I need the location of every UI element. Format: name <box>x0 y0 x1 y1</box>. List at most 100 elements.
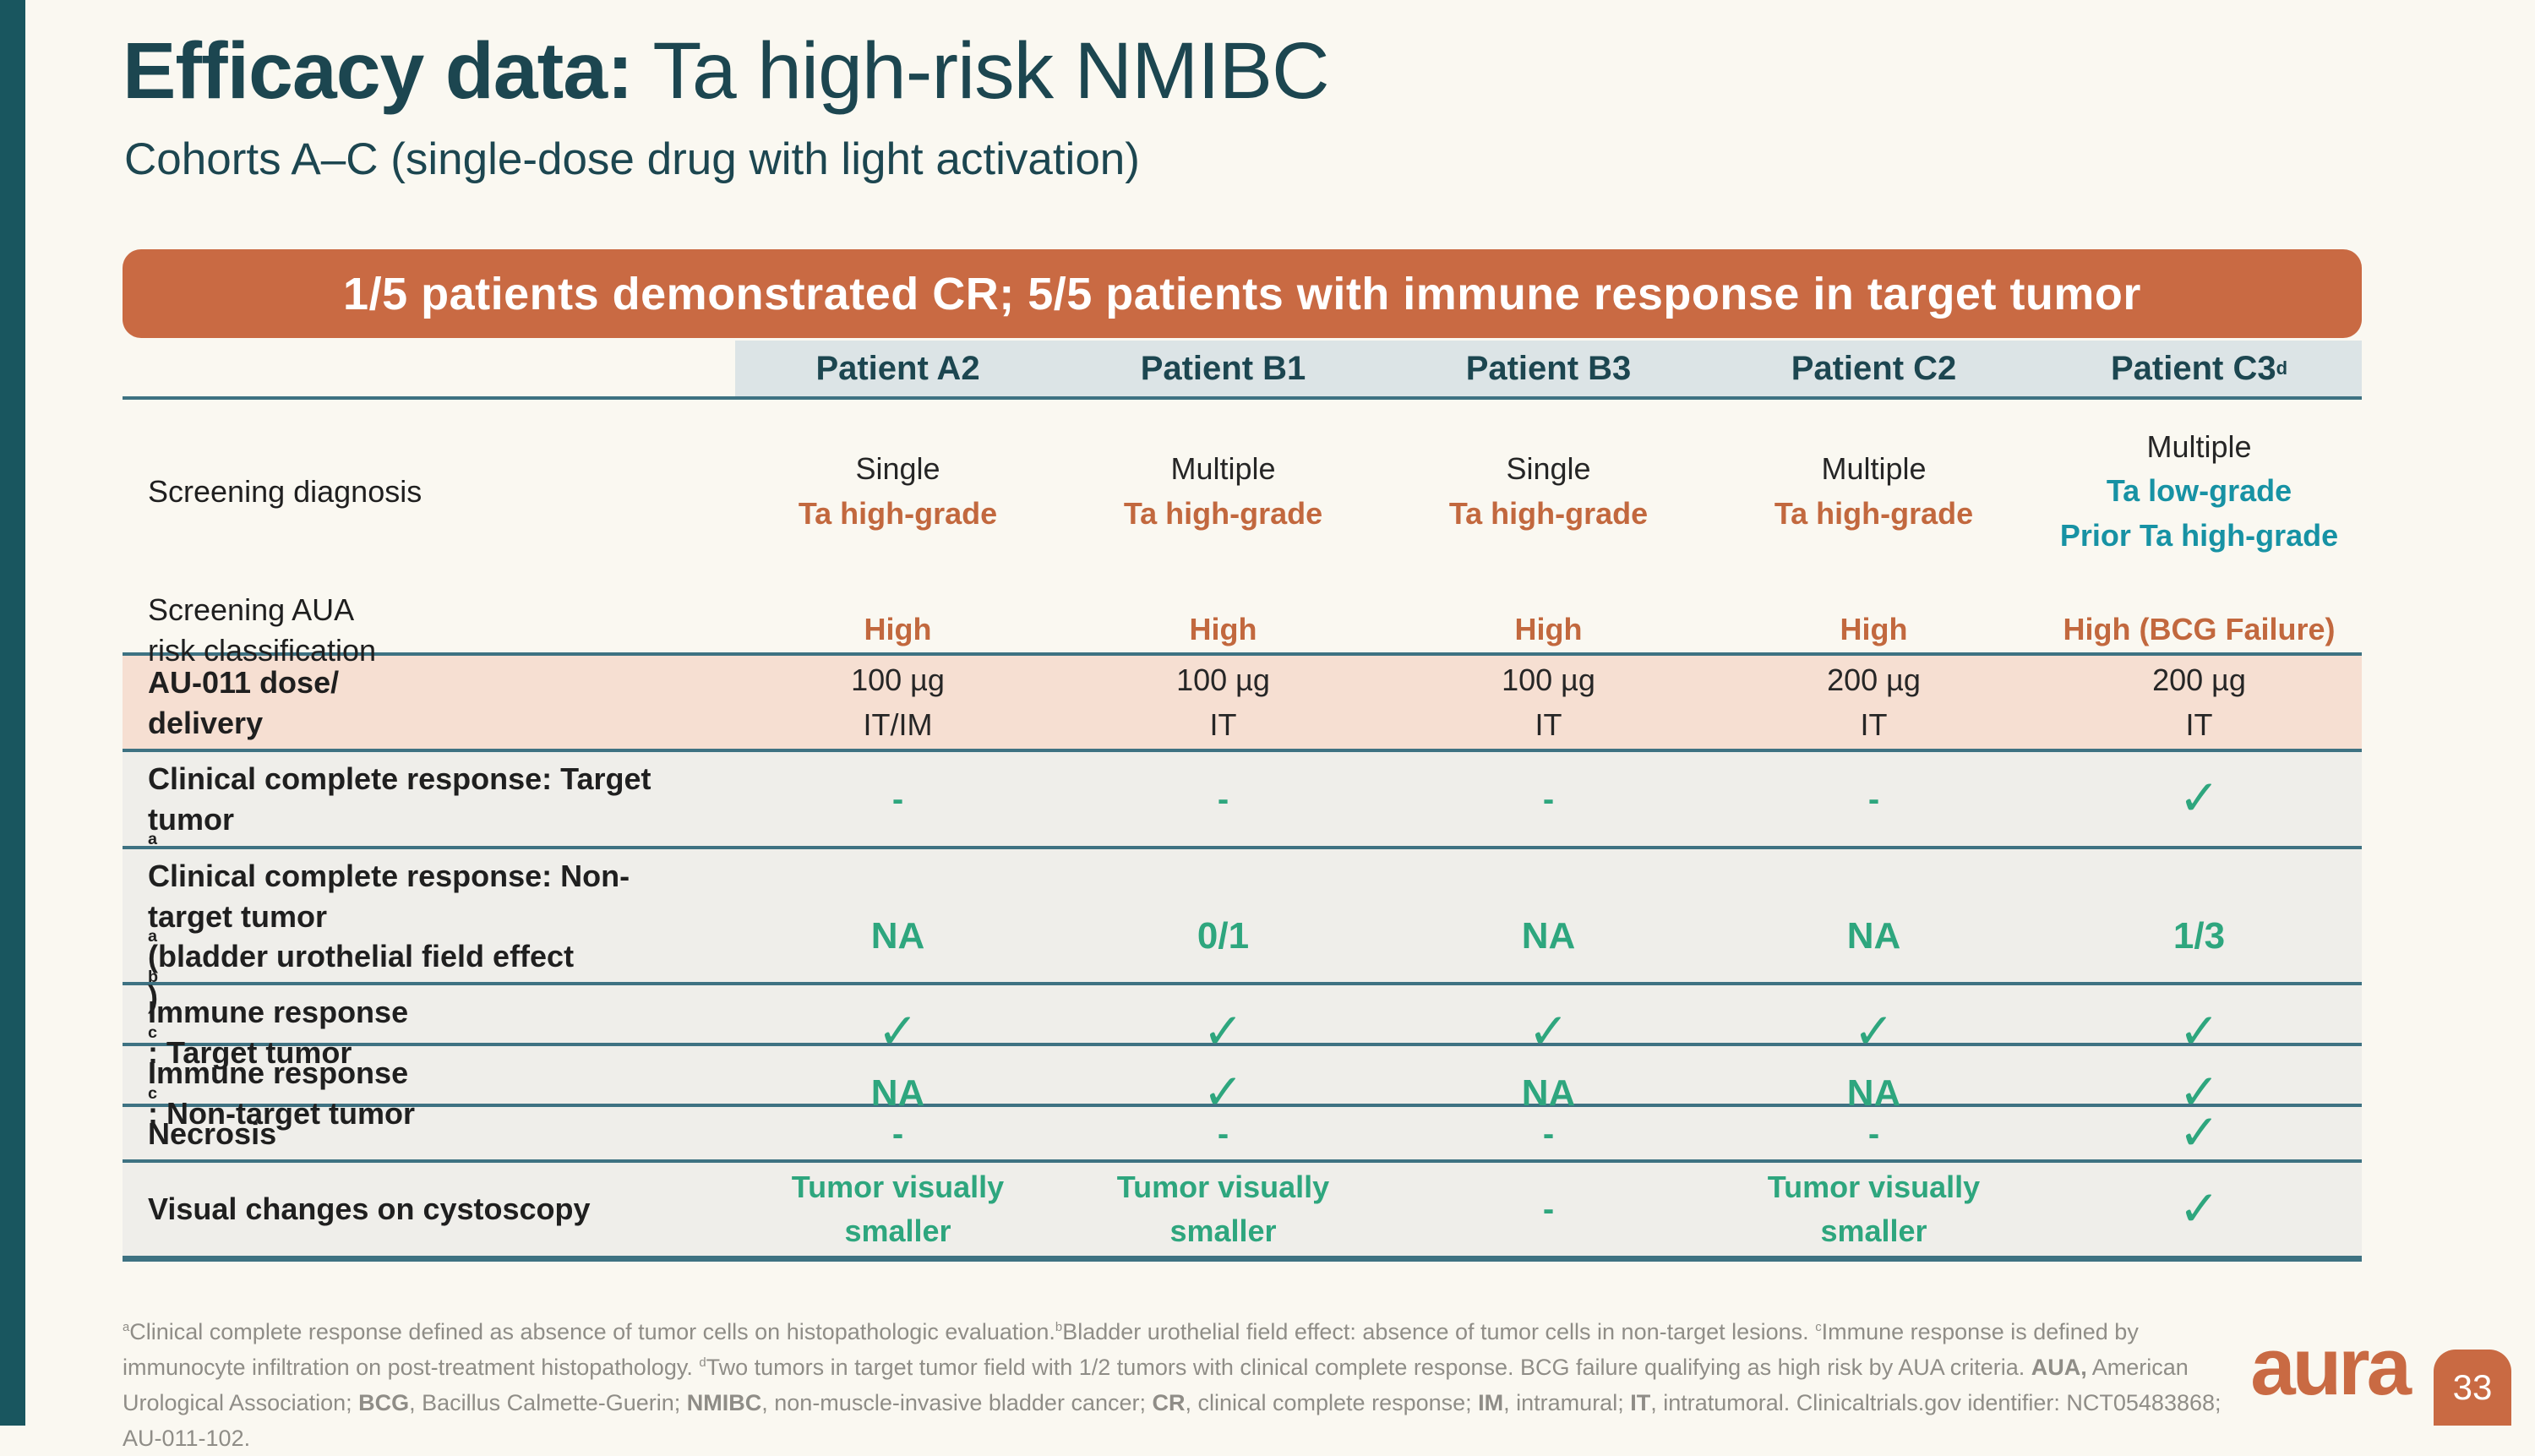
cell-line: NA <box>1846 1072 1901 1114</box>
key-result-banner: 1/5 patients demonstrated CR; 5/5 patien… <box>123 249 2362 338</box>
table-cell: High (BCG Failure) <box>2036 583 2362 677</box>
checkmark-icon: ✓ <box>2178 1065 2220 1121</box>
footnote-segment: , non-muscle-invasive bladder cancer; <box>761 1389 1153 1415</box>
table-row-5: Clinical complete response: Non-target t… <box>123 849 2362 1014</box>
row-label: Immune response c: Target tumor <box>148 995 409 1070</box>
cell-line: Prior Ta high-grade <box>2059 517 2339 553</box>
table-corner-cell <box>123 341 735 396</box>
row-label: AU-011 dose/delivery <box>148 665 340 740</box>
table-cell: NA <box>1711 849 2036 1023</box>
cell-line: IT <box>1535 706 1562 742</box>
table-cell-checkmark-icon: ✓ <box>1060 985 1386 1079</box>
checkmark-icon: ✓ <box>2178 1181 2220 1236</box>
table-cell: 200 µg IT <box>2036 656 2362 750</box>
table-row-6: Immune response c: Target tumor ✓ ✓ ✓ ✓ ✓ <box>123 985 2362 1070</box>
table-row-3: AU-011 dose/delivery 100 µg IT/IM 100 µg IT 1… <box>123 652 2362 752</box>
page-title-rest: Ta high-risk NMIBC <box>632 26 1329 116</box>
cell-line: - <box>1217 1115 1229 1153</box>
table-cell-checkmark-icon: ✓ <box>735 985 1060 1079</box>
checkmark-icon: ✓ <box>2178 1004 2220 1060</box>
cell-line: - <box>1542 780 1555 818</box>
table-cell: High <box>735 583 1060 677</box>
cell-line: IT <box>1860 706 1888 742</box>
cell-line: IT <box>1209 706 1237 742</box>
checkmark-icon: ✓ <box>1853 1004 1894 1060</box>
table-cell: Multiple Ta high-grade <box>1060 400 1386 583</box>
cell-line: NA <box>870 915 925 957</box>
footnote-segment: IT <box>1630 1389 1651 1415</box>
table-cell: NA <box>1386 1046 1711 1140</box>
page-subtitle: Cohorts A–C (single-dose drug with light… <box>124 134 1140 184</box>
table-cell-checkmark-icon: ✓ <box>1711 985 2036 1079</box>
table-row-1: Screening diagnosis Single Ta high-grade Mu… <box>123 400 2362 583</box>
page-number: 33 <box>2452 1367 2493 1407</box>
table-cell: 1/3 <box>2036 849 2362 1023</box>
table-cell: NA <box>1386 849 1711 1023</box>
table-cell: - <box>1711 752 2036 846</box>
footnote-segment: IM <box>1478 1389 1504 1415</box>
table-cell-checkmark-icon: ✓ <box>2036 1107 2362 1161</box>
cell-line: NA <box>1521 1072 1576 1114</box>
table-cell: Single Ta high-grade <box>1386 400 1711 583</box>
cell-line: Ta high-grade <box>798 495 998 531</box>
footnote-segment: American Urological Association; <box>123 1354 2189 1415</box>
table-cell: - <box>1386 1107 1711 1161</box>
cell-line: NA <box>870 1072 925 1114</box>
cell-line: 100 µg <box>851 663 945 698</box>
cell-line: High <box>1189 612 1257 647</box>
cell-line: Tumor visually <box>791 1169 1005 1204</box>
page-number-badge: 33 <box>2434 1350 2511 1426</box>
table-row-7: Immune response c: Non-target tumor NA ✓ NA N… <box>123 1046 2362 1131</box>
table-cell: - <box>1711 1107 2036 1161</box>
footnote-segment: NMIBC <box>686 1389 762 1415</box>
footnote-segment: AUA, <box>2031 1354 2087 1380</box>
table-cell-checkmark-icon: ✓ <box>2036 1046 2362 1140</box>
row-label: Necrosis <box>148 1116 277 1151</box>
cell-line: High (BCG Failure) <box>2063 612 2336 647</box>
table-cell: 100 µg IT <box>1060 656 1386 750</box>
table-cell-checkmark-icon: ✓ <box>2036 1163 2362 1256</box>
key-result-banner-text: 1/5 patients demonstrated CR; 5/5 patien… <box>343 268 2141 319</box>
footnote-segment: , clinical complete response; <box>1185 1389 1479 1415</box>
page-title: Efficacy data: Ta high-risk NMIBC <box>123 25 1330 117</box>
table-cell: Tumor visually smaller <box>735 1163 1060 1256</box>
checkmark-icon: ✓ <box>1202 1065 1244 1121</box>
column-header-5: Patient C3 d <box>2036 341 2362 396</box>
table-body: Screening diagnosis Single Ta high-grade Mu… <box>123 400 2362 1262</box>
cell-line: Single <box>855 451 940 487</box>
cell-line: smaller <box>1820 1213 1927 1248</box>
cell-line: High <box>1840 612 1908 647</box>
cell-line: - <box>1542 1115 1555 1153</box>
table-cell: NA <box>735 849 1060 1023</box>
cell-line: Multiple <box>1170 451 1276 487</box>
cell-line: Multiple <box>2146 429 2252 465</box>
cell-line: IT/IM <box>863 706 933 742</box>
cell-line: Ta low-grade <box>2106 473 2292 509</box>
table-cell: High <box>1060 583 1386 677</box>
table-cell: 100 µg IT/IM <box>735 656 1060 750</box>
cell-line: smaller <box>844 1213 951 1248</box>
cell-line: 1/3 <box>2172 915 2226 957</box>
page-title-bold: Efficacy data: <box>123 26 634 116</box>
table-cell: 100 µg IT <box>1386 656 1711 750</box>
table-cell: High <box>1711 583 2036 677</box>
checkmark-icon: ✓ <box>877 1004 919 1060</box>
cell-line: Tumor visually <box>1116 1169 1330 1204</box>
table-cell: 200 µg IT <box>1711 656 2036 750</box>
cell-line: - <box>891 780 904 818</box>
column-header-2: Patient B1 <box>1060 341 1386 396</box>
left-accent-stripe <box>0 0 25 1426</box>
table-row-2: Screening AUA risk classification High High… <box>123 583 2362 668</box>
table-cell: - <box>1060 1107 1386 1161</box>
checkmark-icon: ✓ <box>2178 1105 2220 1161</box>
table-cell-checkmark-icon: ✓ <box>2036 752 2362 846</box>
table-cell: - <box>1386 752 1711 846</box>
table-cell: Multiple Ta high-grade <box>1711 400 2036 583</box>
row-label: Visual changes on cystoscopy <box>148 1192 591 1227</box>
row-label: Immune response c: Non-target tumor <box>148 1055 415 1131</box>
cell-line: High <box>864 612 932 647</box>
cell-line: - <box>1867 1115 1880 1153</box>
column-header-4: Patient C2 <box>1711 341 2036 396</box>
cell-line: High <box>1514 612 1583 647</box>
